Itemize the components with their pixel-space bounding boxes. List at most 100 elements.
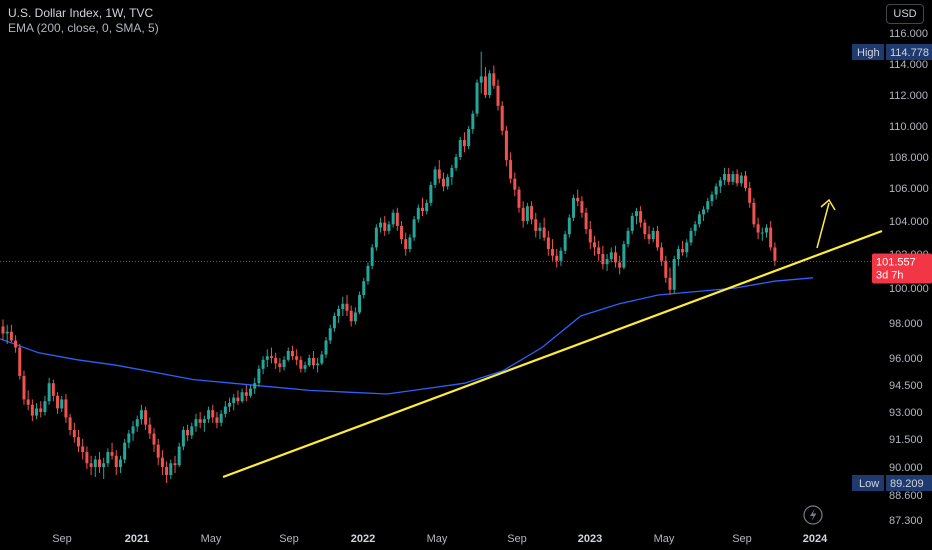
candle-body <box>51 383 55 396</box>
candle-body <box>374 227 378 248</box>
y-tick-label: 98.000 <box>889 318 923 330</box>
candle-body <box>613 252 617 263</box>
candle-body <box>202 419 206 423</box>
candle-body <box>110 452 114 456</box>
candle-body <box>165 467 169 475</box>
candle-body <box>102 463 106 467</box>
candle-body <box>207 410 211 420</box>
projection-arrow-head <box>820 198 836 211</box>
candle-body <box>379 222 383 228</box>
tradingview-logo-icon[interactable] <box>803 505 823 525</box>
x-tick-label: 2024 <box>803 533 828 545</box>
x-tick-label: Sep <box>52 533 72 545</box>
candle-body <box>534 219 538 231</box>
candle-body <box>18 347 22 376</box>
candle-body <box>232 397 236 403</box>
candle-body <box>731 174 735 182</box>
candle-body <box>311 358 315 366</box>
y-tick-label: 91.500 <box>889 434 923 446</box>
candle-body <box>152 433 156 445</box>
candle-body <box>307 358 311 366</box>
candle-body <box>97 459 101 467</box>
candle-body <box>135 419 139 427</box>
candle-body <box>735 174 739 184</box>
candle-body <box>131 426 135 434</box>
candle-body <box>458 139 462 157</box>
candle-body <box>559 250 563 261</box>
candle-body <box>605 259 609 265</box>
candle-body <box>211 410 215 418</box>
x-tick-label: Sep <box>507 533 527 545</box>
candle-body <box>517 189 521 208</box>
candle-body <box>718 180 722 187</box>
candle-body <box>290 351 294 357</box>
candle-body <box>127 433 131 443</box>
candle-body <box>14 340 18 348</box>
candle-body <box>282 359 286 367</box>
candle-body <box>320 354 324 364</box>
candle-body <box>626 230 630 245</box>
symbol-title[interactable]: U.S. Dollar Index, 1W, TVC <box>8 6 154 20</box>
low-value: 89.209 <box>890 478 924 490</box>
projection-arrow-shaft <box>816 202 830 249</box>
candle-body <box>269 356 273 358</box>
candle-body <box>664 260 668 278</box>
candle-body <box>358 295 362 313</box>
time-axis[interactable]: Sep 2021 May Sep 2022 May Sep 2023 May Sep 2024 <box>52 533 828 545</box>
candle-body <box>714 186 718 195</box>
candle-body <box>471 113 475 130</box>
candle-body <box>567 217 571 235</box>
candle-body <box>739 175 743 184</box>
currency-button[interactable]: USD <box>886 4 924 24</box>
candle-body <box>345 303 349 311</box>
candle-body <box>752 202 756 225</box>
candle-body <box>139 410 143 420</box>
candle-body <box>580 201 584 213</box>
candle-body <box>295 356 299 360</box>
candle-body <box>727 174 731 182</box>
candle-body <box>35 408 39 416</box>
x-tick-label: Sep <box>732 533 752 545</box>
candle-body <box>303 365 307 369</box>
ema-line <box>0 277 814 395</box>
candle-body <box>597 247 601 254</box>
candle-body <box>353 312 357 322</box>
last-price-value: 101.557 <box>876 257 916 269</box>
candle-body <box>81 446 85 453</box>
candle-body <box>710 194 714 202</box>
candle-body <box>278 363 282 367</box>
candle-body <box>425 202 429 212</box>
candle-body <box>328 328 332 341</box>
candle-body <box>177 446 181 466</box>
candle-body <box>756 224 760 233</box>
x-tick-label: May <box>201 533 222 545</box>
y-tick-label: 100.000 <box>889 283 929 295</box>
low-tag-bg <box>852 475 884 491</box>
indicator-label[interactable]: EMA (200, close, 0, SMA, 5) <box>8 21 159 35</box>
candle-body <box>706 201 710 210</box>
candle-body <box>173 463 177 466</box>
price-axis[interactable]: 116.000 114.000 112.000 110.000 108.000 106.0… <box>889 28 929 527</box>
candle-body <box>148 424 152 434</box>
candle-body <box>56 395 60 409</box>
candle-body <box>400 225 404 240</box>
y-tick-label: 116.000 <box>889 28 928 40</box>
trendline[interactable] <box>222 198 883 479</box>
candle-body <box>257 368 261 384</box>
candle-body <box>618 262 622 268</box>
candle-body <box>240 392 244 402</box>
candle-body <box>337 309 341 316</box>
last-price-tag-bg <box>872 253 932 284</box>
candle-body <box>72 430 76 438</box>
candle-body <box>387 224 391 231</box>
high-value: 114.778 <box>890 47 929 59</box>
candle-body <box>316 363 320 366</box>
candle-body <box>64 399 68 418</box>
candle-body <box>483 76 487 95</box>
candle-body <box>370 247 374 266</box>
candle-body <box>462 139 466 147</box>
candle-body <box>190 426 194 436</box>
candle-body <box>412 219 416 238</box>
candle-body <box>47 383 51 402</box>
